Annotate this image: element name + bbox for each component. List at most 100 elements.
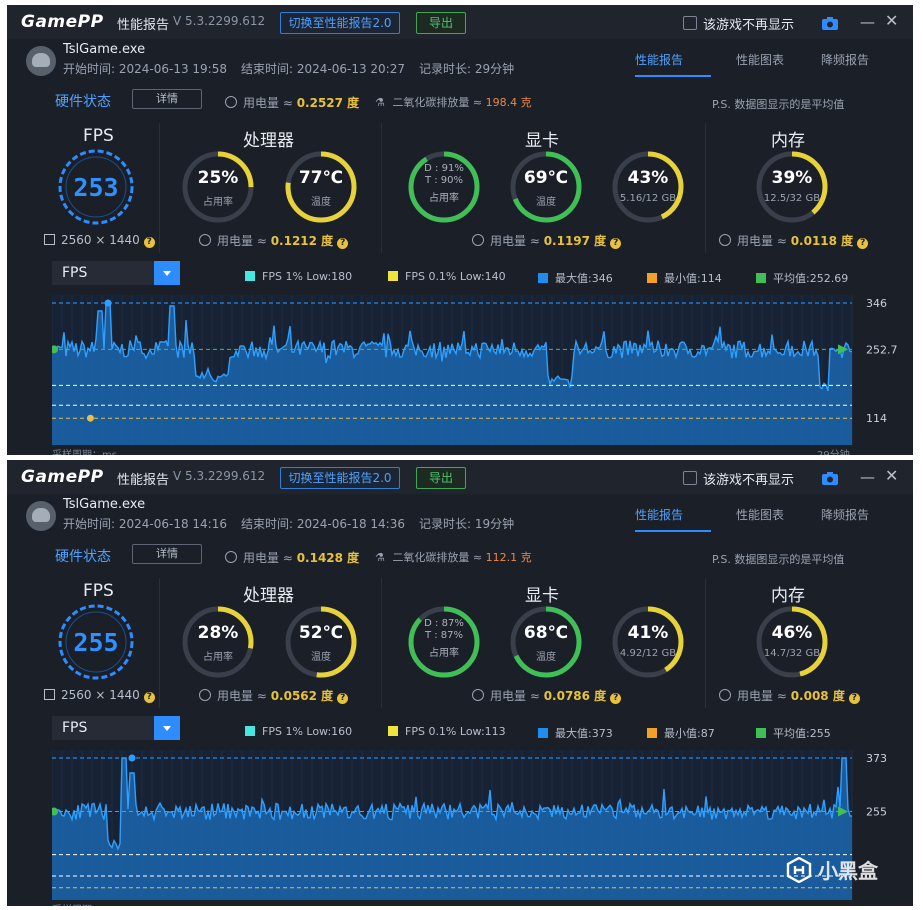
switch-report-button[interactable]: 切换至性能报告2.0: [280, 12, 400, 34]
gpu-d-value: D : 91%: [424, 163, 464, 174]
total-power-value: 0.2527 度: [296, 96, 360, 110]
minimize-icon[interactable]: —: [860, 468, 875, 486]
help-icon[interactable]: ?: [848, 693, 860, 704]
switch-report-button[interactable]: 切换至性能报告2.0: [280, 467, 400, 489]
session-times: 开始时间: 2024-06-18 14:16 结束时间: 2024-06-18 1…: [63, 515, 528, 532]
monitor-icon: [44, 234, 55, 245]
section-divider: [159, 578, 160, 708]
gpu-vram-gauge-value: 41%: [627, 623, 669, 643]
metric-dropdown[interactable]: FPS: [52, 261, 180, 285]
chevron-down-icon[interactable]: [154, 716, 180, 740]
gamepp-logo: GamePP: [21, 12, 104, 32]
help-icon[interactable]: ?: [143, 692, 155, 703]
legend-item-0: FPS 1% Low:160: [245, 725, 352, 738]
fps-value: 253: [73, 173, 119, 202]
mem-power-value: 0.008 度: [790, 689, 845, 703]
co2-icon: ⚗: [375, 551, 389, 564]
detail-button[interactable]: 详情: [132, 89, 202, 109]
hw-status-label: 硬件状态: [55, 94, 111, 110]
mem-power: 用电量 ≈ 0.0118 度?: [719, 232, 869, 249]
gpu-usage-gauge-arc: [408, 151, 480, 223]
avg-arrow-icon: [838, 806, 848, 817]
legend-swatch: [756, 728, 766, 738]
help-icon[interactable]: ?: [337, 693, 349, 704]
camera-icon[interactable]: [822, 15, 838, 30]
gpu-temp-gauge-arc: [510, 606, 582, 678]
help-icon[interactable]: ?: [143, 237, 155, 248]
tab-0[interactable]: 性能报告: [635, 508, 684, 522]
fps-area: [52, 303, 852, 445]
section-cpu: 处理器: [243, 131, 294, 151]
tab-1[interactable]: 性能图表: [736, 53, 785, 67]
help-icon[interactable]: ?: [857, 238, 869, 249]
cpu-temp-gauge-sub: 温度: [311, 652, 331, 663]
window-title: 性能报告: [117, 18, 170, 33]
fps-chart: 346 252.7 114: [50, 295, 912, 445]
close-icon[interactable]: ✕: [885, 11, 899, 30]
report-panel-2: GamePP 性能报告 V 5.3.2299.612 切换至性能报告2.0 导出 该游戏不…: [7, 460, 913, 906]
legend-item-3: 最小值:114: [647, 270, 722, 286]
power-prefix: 用电量 ≈: [490, 234, 544, 248]
tab-2[interactable]: 降频报告: [821, 508, 870, 522]
no-show-checkbox[interactable]: [683, 16, 697, 30]
gpu-temp-gauge: 69℃ 温度: [507, 148, 585, 226]
min-point: [86, 414, 94, 422]
dropdown-value: FPS: [62, 265, 88, 281]
dropdown-value: FPS: [62, 720, 88, 736]
tab-0[interactable]: 性能报告: [635, 53, 684, 67]
legend-label: 平均值:252.69: [773, 272, 849, 285]
ps-note: P.S. 数据图显示的是平均值: [712, 98, 845, 111]
detail-button[interactable]: 详情: [132, 544, 202, 564]
cpu-usage-gauge-sub: 占用率: [203, 652, 233, 663]
gpu-vram-gauge-arc: [612, 606, 684, 678]
minimize-icon[interactable]: —: [860, 13, 875, 31]
fps-chart: 373 255: [50, 750, 912, 900]
gpu-usage-label: 占用率: [429, 648, 459, 659]
legend-item-2: 最大值:346: [538, 270, 613, 286]
legend-item-1: FPS 0.1% Low:140: [388, 270, 506, 283]
gpu-temp-gauge: 68℃ 温度: [507, 603, 585, 681]
chevron-down-icon[interactable]: [154, 261, 180, 285]
section-gpu: 显卡: [525, 586, 559, 606]
help-icon[interactable]: ?: [610, 238, 622, 249]
legend-swatch: [245, 271, 255, 281]
section-mem: 内存: [771, 131, 805, 151]
no-show-checkbox[interactable]: [683, 471, 697, 485]
cpu-temp-gauge-arc: [285, 606, 357, 678]
co2-prefix: 二氧化碳排放量 ≈: [392, 96, 486, 109]
cpu-usage-gauge-arc: [182, 151, 254, 223]
camera-icon[interactable]: [822, 470, 838, 485]
legend-label: 最大值:373: [555, 727, 613, 740]
close-icon[interactable]: ✕: [885, 466, 899, 485]
legend-swatch: [647, 273, 657, 283]
metric-dropdown[interactable]: FPS: [52, 716, 180, 740]
section-divider: [159, 123, 160, 253]
resolution: 2560 × 1440?: [44, 688, 155, 703]
power-icon: [225, 551, 237, 563]
legend-item-3: 最小值:87: [647, 725, 715, 741]
power-prefix: 用电量 ≈: [243, 96, 297, 110]
axis-max-label: 373: [866, 752, 887, 765]
section-cpu: 处理器: [243, 586, 294, 606]
mem-usage-gauge-arc: [756, 606, 828, 678]
watermark-text: 小黑盒: [818, 859, 878, 883]
export-button[interactable]: 导出: [416, 12, 466, 34]
gpu-power-value: 0.1197 度: [543, 234, 607, 248]
cpu-temp-gauge-sub: 温度: [311, 197, 331, 208]
power-icon: [472, 234, 484, 246]
legend-item-2: 最大值:373: [538, 725, 613, 741]
section-divider: [705, 123, 706, 253]
tab-2[interactable]: 降频报告: [821, 53, 870, 67]
help-icon[interactable]: ?: [610, 693, 622, 704]
version-label: V 5.3.2299.612: [173, 469, 266, 483]
power-prefix: 用电量 ≈: [217, 234, 271, 248]
gpu-usage-gauge: D : 91% T : 90% 占用率: [405, 148, 483, 226]
legend-swatch: [647, 728, 657, 738]
co2-icon: ⚗: [375, 96, 389, 109]
resolution-value: 2560 × 1440: [61, 688, 140, 702]
exe-name: TslGame.exe: [63, 497, 146, 512]
export-button[interactable]: 导出: [416, 467, 466, 489]
tab-1[interactable]: 性能图表: [736, 508, 785, 522]
help-icon[interactable]: ?: [337, 238, 349, 249]
mem-usage-gauge: 46% 14.7/32 GB: [753, 603, 831, 681]
